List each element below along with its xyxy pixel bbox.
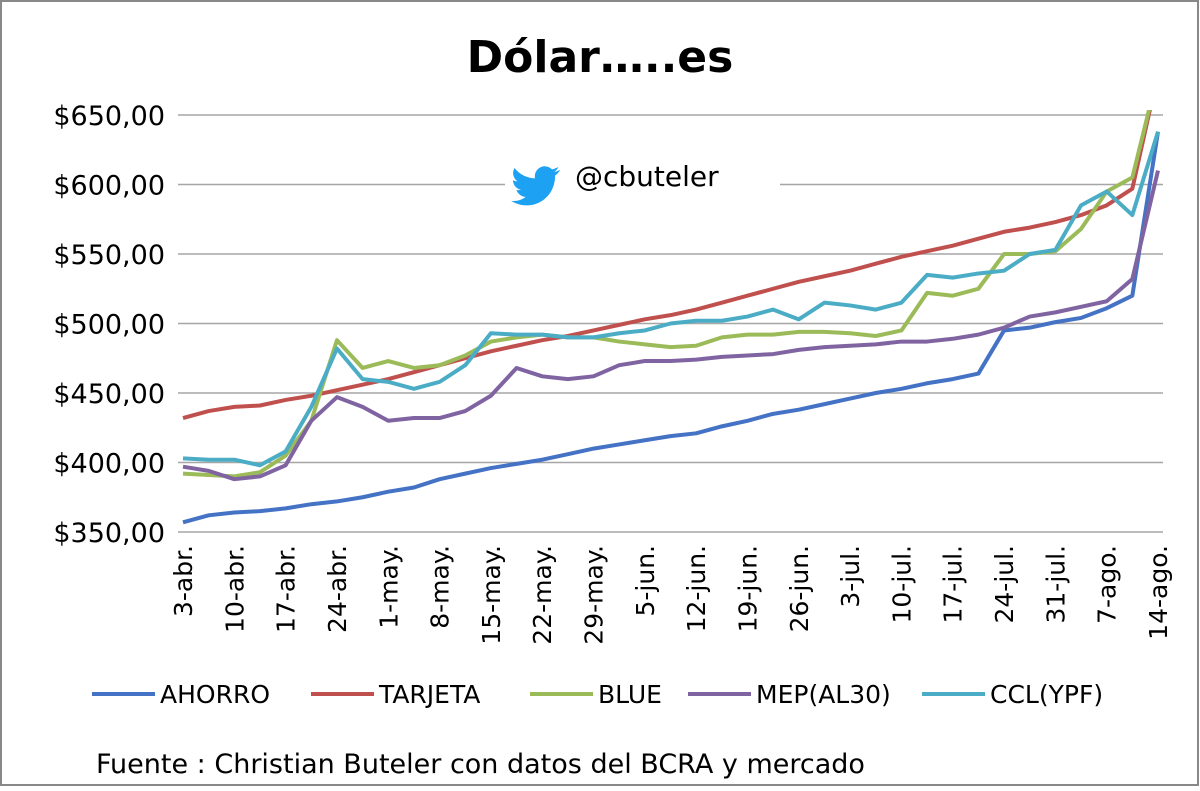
series-line [182, 131, 1160, 525]
x-tick-label: 29-may. [580, 545, 609, 645]
legend-label: AHORRO [160, 680, 270, 709]
x-tick-label: 14-ago. [1144, 545, 1173, 640]
x-tick-label: 12-jun. [682, 545, 711, 632]
y-tick-label: $600,00 [53, 171, 165, 202]
x-tick-label: 10-jul. [887, 545, 916, 624]
x-tick-label: 31-jul. [1041, 545, 1070, 624]
x-tick-label: 22-may. [528, 545, 557, 645]
y-tick-label: $450,00 [53, 379, 165, 410]
y-tick-label: $500,00 [53, 310, 165, 341]
x-tick-label: 15-may. [477, 545, 506, 645]
series-line [182, 110, 1152, 420]
legend-label: TARJETA [378, 680, 480, 709]
series-line [182, 170, 1160, 482]
annotation: @cbuteler [575, 160, 719, 193]
legend-label: MEP(AL30) [756, 680, 891, 709]
series-line [182, 131, 1160, 468]
x-tick-label: 10-abr. [220, 545, 249, 633]
x-tick-label: 24-jul. [990, 545, 1019, 624]
twitter-icon [511, 166, 560, 206]
x-tick-label: 19-jun. [733, 545, 762, 632]
y-tick-label: $550,00 [53, 240, 165, 271]
x-tick-label: 7-ago. [1093, 545, 1122, 624]
x-tick-label: 3-jul. [836, 545, 865, 608]
x-tick-label: 8-may. [426, 545, 455, 629]
source: Fuente : Christian Buteler con datos del… [96, 749, 865, 780]
y-tick-label: $400,00 [53, 449, 165, 480]
x-tick-label: 24-abr. [323, 545, 352, 633]
chart-title: Dólar…..es [467, 32, 734, 83]
y-tick-label: $650,00 [53, 101, 165, 132]
legend-label: BLUE [598, 680, 662, 709]
legend-label: CCL(YPF) [990, 680, 1103, 709]
x-tick-label: 17-jul. [939, 545, 968, 624]
x-tick-label: 26-jun. [785, 545, 814, 632]
x-tick-label: 3-abr. [169, 545, 198, 617]
series-line [182, 110, 1152, 479]
x-tick-label: 1-may. [374, 545, 403, 629]
y-tick-label: $350,00 [53, 518, 165, 549]
x-tick-label: 17-abr. [272, 545, 301, 633]
x-tick-label: 5-jun. [631, 545, 660, 617]
